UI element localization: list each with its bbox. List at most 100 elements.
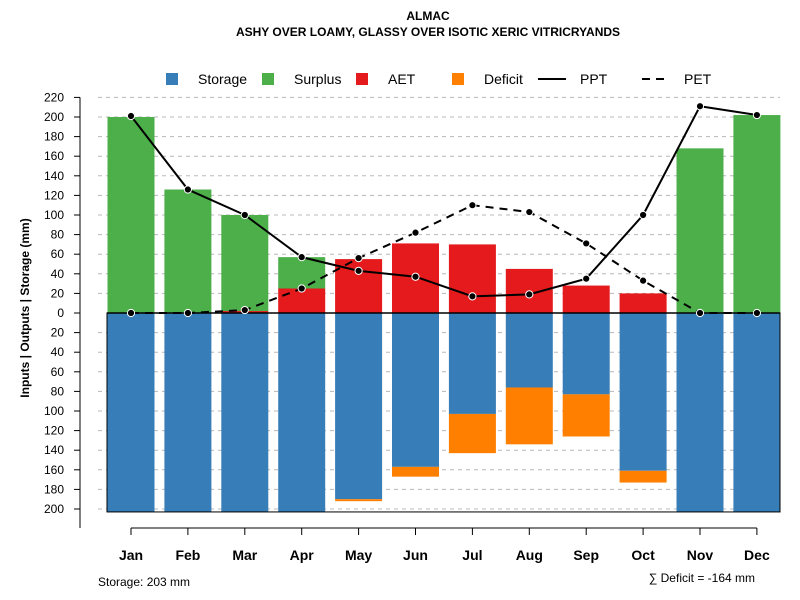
bar-surplus — [164, 189, 212, 313]
ppt-point — [525, 290, 534, 299]
bar-surplus — [733, 115, 781, 313]
legend-swatch — [166, 73, 178, 85]
bar-deficit — [335, 499, 383, 502]
bar-storage — [335, 313, 383, 500]
x-tick-label: Jul — [462, 547, 482, 563]
chart-subtitle: ASHY OVER LOAMY, GLASSY OVER ISOTIC XERI… — [236, 25, 620, 39]
bar-surplus — [107, 117, 155, 313]
ppt-point — [354, 266, 363, 275]
ppt-point — [126, 111, 136, 121]
legend-entry-surplus: Surplus — [262, 71, 341, 87]
bar-deficit — [562, 394, 610, 437]
y-tick-label: 20 — [51, 286, 65, 300]
legend-label: PPT — [580, 71, 608, 87]
x-tick-label: Jan — [119, 547, 143, 563]
bar-surplus — [676, 148, 724, 313]
x-tick-label: Nov — [687, 547, 714, 563]
legend-entry-aet: AET — [356, 71, 416, 87]
y-tick-label: 200 — [44, 110, 64, 124]
ppt-point — [411, 272, 420, 281]
legend-entry-ppt: PPT — [538, 71, 608, 87]
pet-point — [468, 201, 477, 210]
x-tick-label: Jun — [403, 547, 428, 563]
bar-aet — [448, 244, 496, 313]
bar-surplus — [278, 257, 326, 289]
pet-point — [183, 308, 192, 318]
legend-entry-pet: PET — [642, 71, 712, 87]
y-tick-label: 120 — [44, 424, 64, 438]
x-tick-label: Dec — [744, 547, 770, 563]
y-tick-label: 140 — [44, 169, 64, 183]
bar-deficit — [392, 466, 439, 477]
pet-point — [752, 308, 762, 318]
ppt-point — [582, 274, 591, 283]
legend-swatch — [356, 73, 368, 85]
x-tick-label: Sep — [573, 547, 599, 563]
y-axis-label: Inputs | Outputs | Storage (mm) — [18, 218, 32, 397]
y-tick-label: 60 — [51, 247, 65, 261]
x-tick-label: Mar — [232, 547, 257, 563]
pet-point — [582, 239, 591, 248]
y-tick-label: 20 — [51, 326, 65, 340]
y-tick-label: 220 — [44, 90, 64, 104]
bar-aet — [619, 293, 667, 313]
x-axis: Jan Feb Mar Apr May Jun Jul Aug Sep Oct Nov Dec — [119, 527, 770, 563]
chart-title: ALMAC — [406, 9, 450, 23]
bar-storage — [278, 313, 326, 512]
y-tick-label: 100 — [44, 208, 64, 222]
ppt-point — [695, 102, 705, 111]
bar-storage — [676, 313, 724, 512]
y-tick-label: 140 — [44, 443, 64, 457]
bar-storage — [221, 313, 269, 512]
storage-note: Storage: 203 mm — [98, 575, 190, 589]
bar-aet — [562, 285, 610, 313]
pet-point — [297, 284, 306, 293]
bar-storage — [164, 313, 212, 512]
x-tick-label: Feb — [175, 547, 200, 563]
legend-label: AET — [388, 71, 416, 87]
pet-point — [126, 308, 136, 318]
y-tick-label: 180 — [44, 130, 64, 144]
legend: Storage Surplus AET Deficit PPT PET — [166, 71, 712, 87]
y-tick-label: 180 — [44, 482, 64, 496]
y-tick-label: 40 — [51, 267, 65, 281]
ppt-point — [468, 292, 477, 301]
bar-storage — [619, 313, 667, 471]
x-tick-label: Oct — [631, 547, 655, 563]
deficit-note: ∑ Deficit = -164 mm — [649, 571, 755, 585]
y-tick-label: 160 — [44, 463, 64, 477]
bar-storage — [448, 313, 496, 414]
legend-entry-deficit: Deficit — [452, 71, 523, 87]
legend-label: Storage — [198, 71, 247, 87]
ppt-point — [639, 210, 648, 220]
legend-label: Deficit — [484, 71, 523, 87]
y-tick-label: 100 — [44, 404, 64, 418]
y-tick-label: 80 — [51, 228, 65, 242]
ppt-line — [130, 105, 758, 298]
bar-deficit — [619, 470, 667, 483]
y-tick-label: 40 — [51, 345, 65, 359]
pet-line — [131, 204, 757, 314]
x-tick-label: Aug — [516, 547, 543, 563]
y-tick-label: 120 — [44, 188, 64, 202]
y-tick-label: 80 — [51, 384, 65, 398]
bar-storage — [733, 313, 781, 512]
bar-surplus — [221, 215, 269, 312]
bar-deficit — [505, 387, 553, 445]
bar-storage — [562, 313, 610, 395]
ppt-point — [240, 210, 249, 220]
y-tick-label: 200 — [44, 502, 64, 516]
pet-point — [240, 305, 249, 315]
y-axis: 2202001801601401201008060402002040608010… — [44, 90, 81, 528]
y-tick-label: 0 — [57, 306, 64, 320]
line-series — [126, 102, 762, 318]
bar-storage — [505, 313, 553, 388]
bars — [106, 115, 781, 513]
ppt-point — [752, 110, 762, 120]
legend-swatch — [452, 73, 464, 85]
legend-label: Surplus — [294, 71, 341, 87]
ppt-point — [297, 253, 306, 262]
bar-deficit — [448, 413, 496, 454]
x-tick-label: May — [345, 547, 372, 563]
